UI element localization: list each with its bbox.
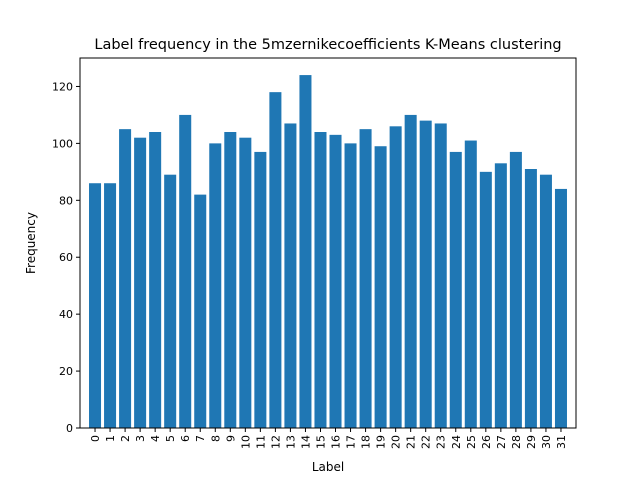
x-tick-label-25: 25 — [465, 435, 478, 449]
bar-25 — [464, 140, 477, 429]
x-tick-label-3: 3 — [134, 435, 147, 442]
x-tick-label-9: 9 — [224, 435, 237, 442]
bar-23 — [434, 123, 447, 429]
x-tick-label-21: 21 — [405, 435, 418, 449]
y-tick-label-0: 0 — [66, 422, 73, 435]
x-tick-label-15: 15 — [314, 435, 327, 449]
bar-27 — [494, 163, 507, 428]
x-tick-label-10: 10 — [239, 435, 252, 449]
x-tick-label-16: 16 — [330, 435, 343, 449]
x-tick-label-7: 7 — [194, 435, 207, 442]
x-tick-label-4: 4 — [149, 435, 162, 442]
x-tick-label-26: 26 — [480, 435, 493, 449]
bar-3 — [134, 137, 147, 428]
x-axis-label: Label — [312, 460, 344, 474]
bar-10 — [239, 137, 252, 428]
y-tick-label-20: 20 — [59, 365, 73, 378]
bar-24 — [449, 151, 462, 429]
bar-21 — [404, 114, 417, 429]
bar-14 — [299, 75, 312, 428]
x-tick-label-1: 1 — [104, 435, 117, 442]
bar-16 — [329, 134, 342, 428]
bar-28 — [509, 151, 522, 429]
x-tick-label-11: 11 — [254, 435, 267, 449]
x-tick-label-27: 27 — [495, 435, 508, 449]
y-tick-label-60: 60 — [59, 251, 73, 264]
chart-title: Label frequency in the 5mzernikecoeffici… — [94, 37, 561, 53]
x-tick-label-20: 20 — [390, 435, 403, 449]
bar-7 — [194, 194, 207, 428]
bar-31 — [554, 188, 567, 428]
bars-group — [89, 75, 567, 429]
y-axis-label: Frequency — [24, 212, 38, 274]
x-tick-label-2: 2 — [119, 435, 132, 442]
bar-18 — [359, 129, 372, 428]
x-tick-label-31: 31 — [555, 435, 568, 449]
x-tick-label-17: 17 — [345, 435, 358, 449]
x-tick-label-23: 23 — [435, 435, 448, 449]
x-tick-label-24: 24 — [450, 435, 463, 449]
bar-30 — [539, 174, 552, 428]
plot-frame — [79, 57, 577, 429]
y-tick-label-40: 40 — [59, 308, 73, 321]
bar-1 — [104, 183, 117, 428]
x-tick-label-18: 18 — [360, 435, 373, 449]
x-tick-label-14: 14 — [299, 435, 312, 449]
bar-13 — [284, 123, 297, 429]
x-tick-label-5: 5 — [164, 435, 177, 442]
bar-20 — [389, 126, 402, 428]
bar-15 — [314, 132, 327, 428]
bar-29 — [524, 169, 537, 428]
x-tick-label-28: 28 — [510, 435, 523, 449]
x-tick-label-12: 12 — [269, 435, 282, 449]
x-tick-label-22: 22 — [420, 435, 433, 449]
bar-9 — [224, 132, 237, 428]
bar-12 — [269, 92, 282, 429]
bar-5 — [164, 174, 177, 428]
bar-11 — [254, 151, 267, 429]
bar-26 — [479, 171, 492, 428]
y-tick-label-80: 80 — [59, 194, 73, 207]
bar-8 — [209, 143, 222, 428]
bar-0 — [89, 183, 102, 428]
x-tick-label-19: 19 — [375, 435, 388, 449]
y-tick-label-120: 120 — [52, 80, 73, 93]
x-tick-label-30: 30 — [540, 435, 553, 449]
bar-4 — [149, 132, 162, 428]
bar-17 — [344, 143, 357, 428]
bar-6 — [179, 114, 192, 429]
bar-22 — [419, 120, 432, 429]
bar-19 — [374, 146, 387, 429]
x-tick-label-8: 8 — [209, 435, 222, 442]
x-tick-label-29: 29 — [525, 435, 538, 449]
bar-2 — [119, 129, 132, 428]
x-tick-label-13: 13 — [284, 435, 297, 449]
y-tick-label-100: 100 — [52, 137, 73, 150]
x-tick-label-6: 6 — [179, 435, 192, 442]
x-tick-label-0: 0 — [89, 435, 102, 442]
